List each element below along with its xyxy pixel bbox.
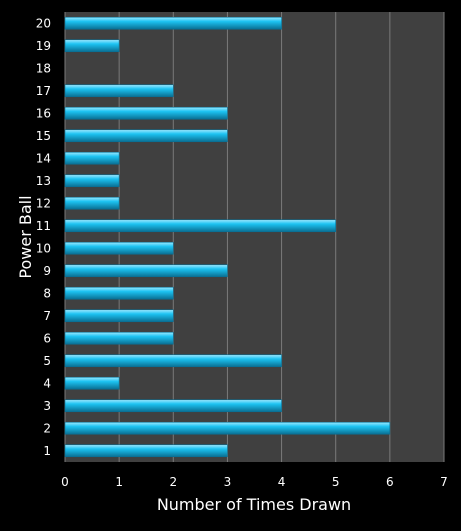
y-tick-label: 4 (43, 376, 51, 390)
x-tick-label: 3 (224, 475, 232, 489)
x-axis-ticks: 0 1 2 3 4 5 6 7 (61, 475, 448, 489)
y-tick-label: 1 (43, 444, 51, 458)
y-tick-label: 17 (36, 84, 51, 98)
y-tick-label: 2 (43, 421, 51, 435)
y-tick-label: 12 (36, 196, 51, 210)
bar-20 (64, 16, 282, 30)
x-tick-label: 6 (386, 475, 394, 489)
x-axis-title: Number of Times Drawn (157, 495, 351, 514)
bar-4 (64, 376, 120, 390)
y-tick-label: 14 (36, 151, 51, 165)
x-tick-label: 1 (115, 475, 123, 489)
bars (64, 16, 391, 458)
bar-2 (64, 421, 391, 435)
bar-7 (64, 309, 174, 323)
bar-1 (64, 444, 228, 458)
bar-8 (64, 286, 174, 300)
x-tick-label: 7 (440, 475, 448, 489)
bar-9 (64, 264, 228, 278)
bar-3 (64, 399, 282, 413)
bar-15 (64, 129, 228, 143)
y-tick-label: 5 (43, 354, 51, 368)
y-tick-label: 6 (43, 331, 51, 345)
bar-16 (64, 106, 228, 120)
y-tick-label: 16 (36, 106, 51, 120)
bar-19 (64, 39, 120, 53)
bar-12 (64, 196, 120, 210)
bar-11 (64, 219, 337, 233)
bar-6 (64, 331, 174, 345)
y-tick-label: 8 (43, 286, 51, 300)
bar-5 (64, 354, 282, 368)
plot-area (65, 12, 444, 462)
x-tick-label: 2 (169, 475, 177, 489)
y-tick-label: 9 (43, 264, 51, 278)
bar-13 (64, 174, 120, 188)
bar-10 (64, 241, 174, 255)
y-tick-label: 13 (36, 174, 51, 188)
y-tick-label: 19 (36, 39, 51, 53)
y-tick-label: 7 (43, 309, 51, 323)
y-tick-label: 11 (36, 219, 51, 233)
x-tick-label: 4 (278, 475, 286, 489)
y-axis-title: Power Ball (16, 195, 35, 278)
x-tick-label: 5 (332, 475, 340, 489)
bar-17 (64, 84, 174, 98)
y-tick-label: 10 (36, 241, 51, 255)
y-tick-label: 15 (36, 129, 51, 143)
y-tick-label: 3 (43, 399, 51, 413)
y-tick-label: 20 (36, 16, 51, 30)
y-tick-label: 18 (36, 61, 51, 75)
x-tick-label: 0 (61, 475, 69, 489)
bar-14 (64, 151, 120, 165)
